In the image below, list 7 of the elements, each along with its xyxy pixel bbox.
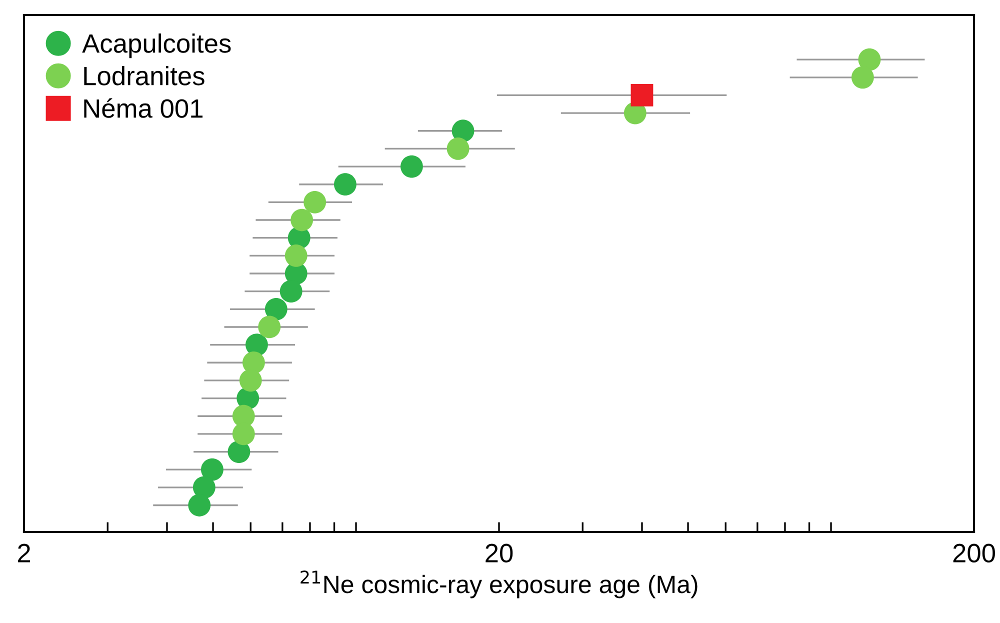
x-tick-label: 2 xyxy=(18,544,30,562)
x-axis-title: $^{21}$Ne cosmic-ray exposure age (Ma) xyxy=(300,570,698,598)
x-tick-label: 200 xyxy=(953,544,995,562)
x-tick-label: 20 xyxy=(486,544,513,562)
legend-label: Acapulcoites xyxy=(82,33,231,58)
legend-label: Néma 001 xyxy=(84,98,203,118)
legend-label: Lodranites xyxy=(84,66,204,86)
